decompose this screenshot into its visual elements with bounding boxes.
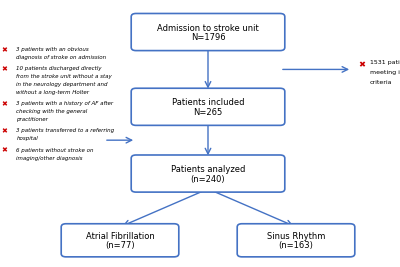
Text: ✖: ✖ bbox=[1, 128, 7, 134]
Text: 1531 patients not: 1531 patients not bbox=[370, 60, 400, 65]
Text: 10 patients discharged directly: 10 patients discharged directly bbox=[16, 66, 102, 71]
FancyBboxPatch shape bbox=[131, 155, 285, 192]
Text: from the stroke unit without a stay: from the stroke unit without a stay bbox=[16, 74, 112, 79]
Text: checking with the general: checking with the general bbox=[16, 109, 88, 114]
Text: Patients included: Patients included bbox=[172, 98, 244, 107]
Text: (n=163): (n=163) bbox=[278, 241, 314, 250]
Text: 3 patients transferred to a referring: 3 patients transferred to a referring bbox=[16, 128, 114, 134]
Text: in the neurology department and: in the neurology department and bbox=[16, 82, 108, 87]
Text: meeting inclusion: meeting inclusion bbox=[370, 70, 400, 75]
FancyBboxPatch shape bbox=[61, 224, 179, 257]
Text: N=1796: N=1796 bbox=[191, 33, 225, 42]
Text: 3 patients with a history of AF after: 3 patients with a history of AF after bbox=[16, 101, 114, 106]
Text: N=265: N=265 bbox=[193, 108, 223, 117]
FancyBboxPatch shape bbox=[131, 88, 285, 125]
FancyBboxPatch shape bbox=[237, 224, 355, 257]
Text: without a long-term Holter: without a long-term Holter bbox=[16, 90, 90, 95]
Text: ✖: ✖ bbox=[1, 47, 7, 53]
Text: (n=240): (n=240) bbox=[191, 175, 225, 184]
Text: ✖: ✖ bbox=[1, 66, 7, 72]
Text: hospital: hospital bbox=[16, 136, 38, 142]
Text: Atrial Fibrillation: Atrial Fibrillation bbox=[86, 232, 154, 241]
FancyBboxPatch shape bbox=[131, 13, 285, 51]
Text: ✖: ✖ bbox=[358, 60, 365, 69]
Text: diagnosis of stroke on admission: diagnosis of stroke on admission bbox=[16, 55, 106, 60]
Text: (n=77): (n=77) bbox=[105, 241, 135, 250]
Text: 6 patients without stroke on: 6 patients without stroke on bbox=[16, 148, 94, 153]
Text: criteria: criteria bbox=[370, 80, 392, 85]
Text: ✖: ✖ bbox=[1, 148, 7, 154]
Text: Admission to stroke unit: Admission to stroke unit bbox=[157, 23, 259, 33]
Text: ✖: ✖ bbox=[1, 101, 7, 107]
Text: imaging/other diagnosis: imaging/other diagnosis bbox=[16, 156, 83, 161]
Text: practitioner: practitioner bbox=[16, 117, 48, 122]
Text: 3 patients with an obvious: 3 patients with an obvious bbox=[16, 47, 89, 52]
Text: Sinus Rhythm: Sinus Rhythm bbox=[267, 232, 325, 241]
Text: Patients analyzed: Patients analyzed bbox=[171, 165, 245, 174]
